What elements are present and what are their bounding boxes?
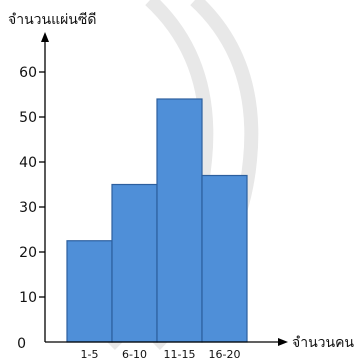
- x-labels-group: 1-5 6-10 11-15 16-20: [81, 348, 241, 358]
- x-axis-title: จำนวนคน: [292, 335, 354, 351]
- x-category-label: 1-5: [81, 348, 99, 358]
- x-axis-arrow: [278, 338, 288, 346]
- bar-16-20: [201, 174, 248, 343]
- y-axis-title: จำนวนแผ่นซีดี: [8, 12, 96, 28]
- x-category-label: 16-20: [209, 348, 241, 358]
- y-tick-label: 20: [19, 245, 37, 261]
- y-ticks-group: 0 10 20 30 40 50 60: [17, 65, 45, 352]
- y-axis-arrow: [41, 32, 49, 42]
- x-category-label: 6-10: [122, 348, 147, 358]
- bar-6-10: [111, 183, 158, 343]
- y-tick-label: 30: [19, 200, 37, 216]
- y-tick-label: 60: [19, 65, 37, 81]
- y-tick-label: 0: [17, 336, 26, 352]
- y-tick-label: 40: [19, 155, 37, 171]
- x-category-label: 11-15: [164, 348, 196, 358]
- y-tick-label: 10: [19, 290, 37, 306]
- bar-1-5: [66, 240, 113, 343]
- y-tick-label: 50: [19, 110, 37, 126]
- bar-11-15: [156, 98, 203, 343]
- bars-group: [66, 98, 248, 343]
